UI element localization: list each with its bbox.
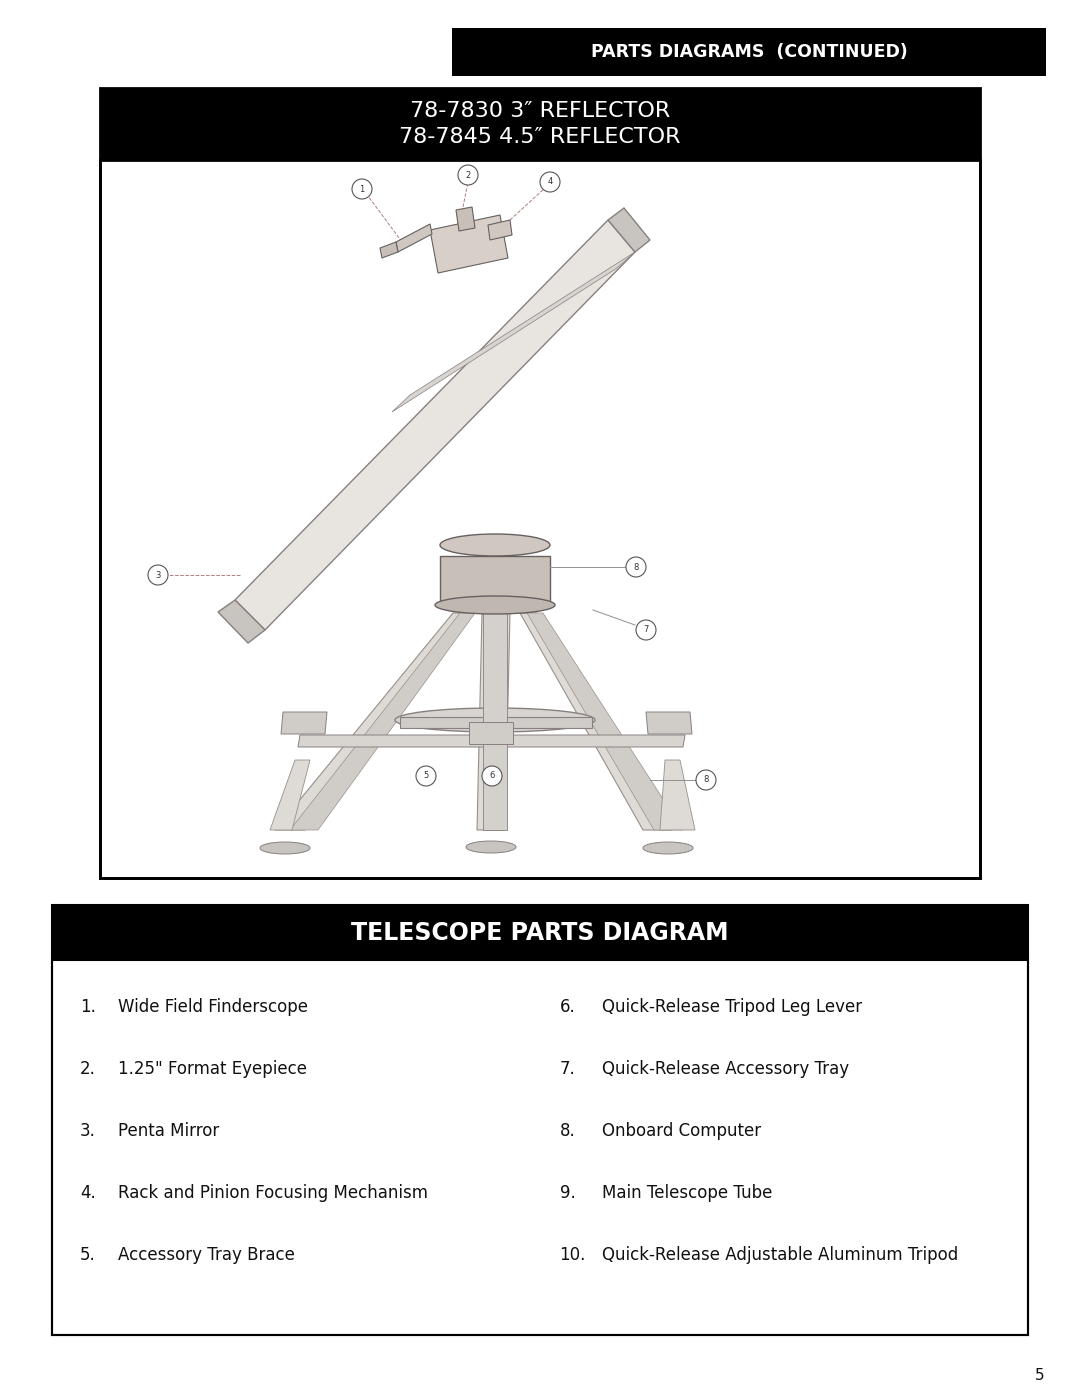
Polygon shape — [235, 219, 635, 630]
Ellipse shape — [416, 766, 436, 787]
Bar — [52, 905, 1028, 960]
Text: Rack and Pinion Focusing Mechanism: Rack and Pinion Focusing Mechanism — [118, 1185, 428, 1201]
Ellipse shape — [465, 841, 516, 854]
Polygon shape — [298, 735, 685, 747]
Text: 1.: 1. — [80, 997, 96, 1016]
Text: 5: 5 — [1036, 1368, 1044, 1383]
Text: 2: 2 — [465, 170, 471, 179]
Text: 7.: 7. — [559, 1060, 576, 1078]
Ellipse shape — [696, 770, 716, 789]
Ellipse shape — [458, 165, 478, 184]
Text: Wide Field Finderscope: Wide Field Finderscope — [118, 997, 308, 1016]
Text: 3: 3 — [156, 570, 161, 580]
Text: 8: 8 — [633, 563, 638, 571]
Polygon shape — [400, 717, 592, 728]
Ellipse shape — [626, 557, 646, 577]
Text: Quick-Release Accessory Tray: Quick-Release Accessory Tray — [602, 1060, 849, 1078]
Polygon shape — [440, 556, 550, 605]
Bar — [52, 960, 1028, 1336]
Polygon shape — [660, 760, 696, 830]
Bar — [100, 88, 980, 877]
Text: 2.: 2. — [80, 1060, 96, 1078]
Polygon shape — [469, 722, 513, 745]
Text: Quick-Release Adjustable Aluminum Tripod: Quick-Release Adjustable Aluminum Tripod — [602, 1246, 958, 1264]
Text: 8: 8 — [703, 775, 708, 785]
Polygon shape — [488, 219, 512, 240]
Polygon shape — [483, 613, 507, 830]
Ellipse shape — [435, 597, 555, 615]
Ellipse shape — [540, 172, 561, 191]
Text: TELESCOPE PARTS DIAGRAM: TELESCOPE PARTS DIAGRAM — [351, 921, 729, 944]
Polygon shape — [646, 712, 692, 733]
Bar — [100, 161, 980, 877]
Ellipse shape — [148, 564, 168, 585]
Text: Quick-Release Tripod Leg Lever: Quick-Release Tripod Leg Lever — [602, 997, 862, 1016]
Polygon shape — [281, 712, 327, 733]
Text: Onboard Computer: Onboard Computer — [602, 1122, 760, 1140]
Polygon shape — [519, 613, 672, 830]
Polygon shape — [380, 242, 399, 258]
Polygon shape — [392, 251, 635, 412]
Text: 5: 5 — [423, 771, 429, 781]
Text: 5.: 5. — [80, 1246, 96, 1264]
Polygon shape — [218, 599, 265, 643]
Bar — [453, 28, 1047, 75]
Text: Main Telescope Tube: Main Telescope Tube — [602, 1185, 772, 1201]
Text: Penta Mirror: Penta Mirror — [118, 1122, 219, 1140]
Text: 1.25" Format Eyepiece: 1.25" Format Eyepiece — [118, 1060, 307, 1078]
Text: 78-7830 3″ REFLECTOR: 78-7830 3″ REFLECTOR — [410, 101, 670, 122]
Polygon shape — [396, 224, 432, 251]
Bar — [100, 88, 980, 161]
Polygon shape — [430, 215, 508, 272]
Ellipse shape — [352, 179, 372, 198]
Text: 10.: 10. — [559, 1246, 585, 1264]
Text: 6.: 6. — [559, 997, 576, 1016]
Ellipse shape — [440, 534, 550, 556]
Polygon shape — [270, 760, 310, 830]
Text: 3.: 3. — [80, 1122, 96, 1140]
Text: 4: 4 — [548, 177, 553, 187]
Ellipse shape — [260, 842, 310, 854]
Text: PARTS DIAGRAMS  (CONTINUED): PARTS DIAGRAMS (CONTINUED) — [591, 43, 907, 61]
Polygon shape — [275, 613, 470, 830]
Text: 6: 6 — [489, 771, 495, 781]
Ellipse shape — [482, 766, 502, 787]
Text: 78-7845 4.5″ REFLECTOR: 78-7845 4.5″ REFLECTOR — [400, 127, 680, 147]
Text: 9.: 9. — [559, 1185, 576, 1201]
Text: 8.: 8. — [559, 1122, 576, 1140]
Text: Accessory Tray Brace: Accessory Tray Brace — [118, 1246, 295, 1264]
Text: 1: 1 — [360, 184, 365, 194]
Ellipse shape — [643, 842, 693, 854]
Polygon shape — [291, 613, 475, 830]
Ellipse shape — [636, 620, 656, 640]
Polygon shape — [527, 613, 683, 830]
Text: 7: 7 — [644, 626, 649, 634]
Text: 4.: 4. — [80, 1185, 96, 1201]
Ellipse shape — [395, 708, 595, 732]
Polygon shape — [477, 613, 510, 830]
Polygon shape — [456, 207, 475, 231]
Polygon shape — [608, 208, 650, 251]
Bar — [52, 905, 1028, 1336]
